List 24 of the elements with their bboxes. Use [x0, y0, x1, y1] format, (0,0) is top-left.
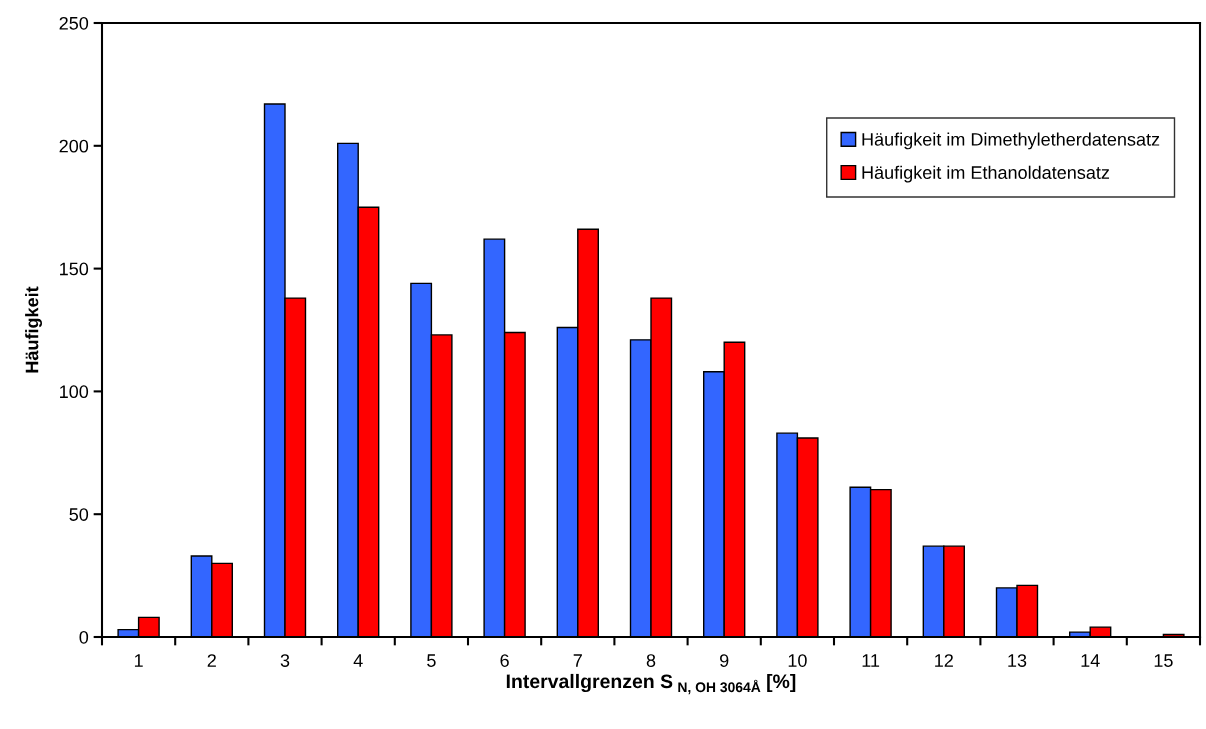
x-tick-label: 7	[573, 654, 582, 667]
y-tick-label: 150	[60, 262, 89, 276]
x-tick-label: 14	[1081, 654, 1100, 667]
x-tick-label: 2	[207, 654, 216, 667]
y-tick-label: 50	[69, 508, 89, 521]
x-tick-label: 6	[500, 654, 509, 667]
x-tick-label: 11	[862, 654, 880, 667]
legend-label: Häufigkeit im Dimethyletherdatensatz	[862, 132, 1160, 150]
x-tick-label: 9	[720, 654, 729, 667]
y-tick-label: 100	[60, 385, 89, 399]
x-tick-label: 1	[134, 654, 143, 667]
y-tick-label: 0	[79, 630, 89, 644]
x-tick-label: 10	[788, 654, 807, 667]
x-tick-label: 15	[1154, 654, 1173, 667]
y-tick-label: 200	[59, 139, 89, 153]
x-tick-label: 4	[353, 654, 363, 667]
x-tick-label: 12	[935, 654, 953, 667]
y-tick-label: 250	[59, 16, 89, 30]
legend-label: Häufigkeit im Ethanoldatensatz	[862, 165, 1110, 183]
x-tick-label: 5	[427, 654, 436, 667]
x-tick-label: 8	[646, 654, 656, 667]
x-tick-label: 3	[280, 654, 290, 667]
y-axis-title: Häufigkeit	[25, 286, 43, 373]
x-tick-label: 13	[1008, 654, 1027, 667]
